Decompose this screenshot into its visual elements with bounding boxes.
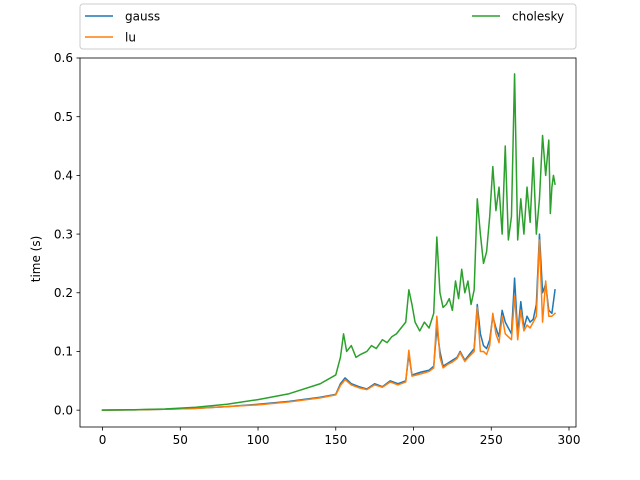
plot-frame	[79, 57, 577, 428]
legend-label-cholesky: cholesky	[512, 10, 564, 24]
plot-area	[79, 57, 577, 428]
series-line-gauss	[101, 233, 556, 411]
x-tick-label: 0	[99, 433, 107, 447]
y-tick-label: 0.6	[54, 51, 73, 65]
x-tick-label: 100	[247, 433, 270, 447]
y-tick-label: 0.1	[54, 345, 73, 359]
x-tick-label: 300	[558, 433, 581, 447]
y-tick-label: 0.5	[54, 110, 73, 124]
y-axis: 0.0 0.1 0.2 0.3 0.4 0.5 0.6	[54, 51, 80, 417]
series-line-cholesky	[101, 73, 556, 411]
legend: gauss lu cholesky	[79, 3, 577, 50]
series-line-lu	[101, 239, 557, 411]
legend-label-lu: lu	[125, 31, 136, 45]
x-tick-label: 150	[324, 433, 347, 447]
x-tick-label: 200	[402, 433, 425, 447]
x-axis: 0 50 100 150 200 250 300	[99, 427, 581, 447]
y-tick-label: 0.4	[54, 169, 73, 183]
legend-label-gauss: gauss	[125, 10, 160, 24]
y-tick-label: 0.0	[54, 403, 73, 417]
legend-frame	[79, 3, 577, 50]
y-tick-label: 0.3	[54, 227, 73, 241]
y-axis-label: time (s)	[29, 236, 43, 283]
x-tick-label: 50	[173, 433, 188, 447]
y-tick-label: 0.2	[54, 286, 73, 300]
x-tick-label: 250	[480, 433, 503, 447]
